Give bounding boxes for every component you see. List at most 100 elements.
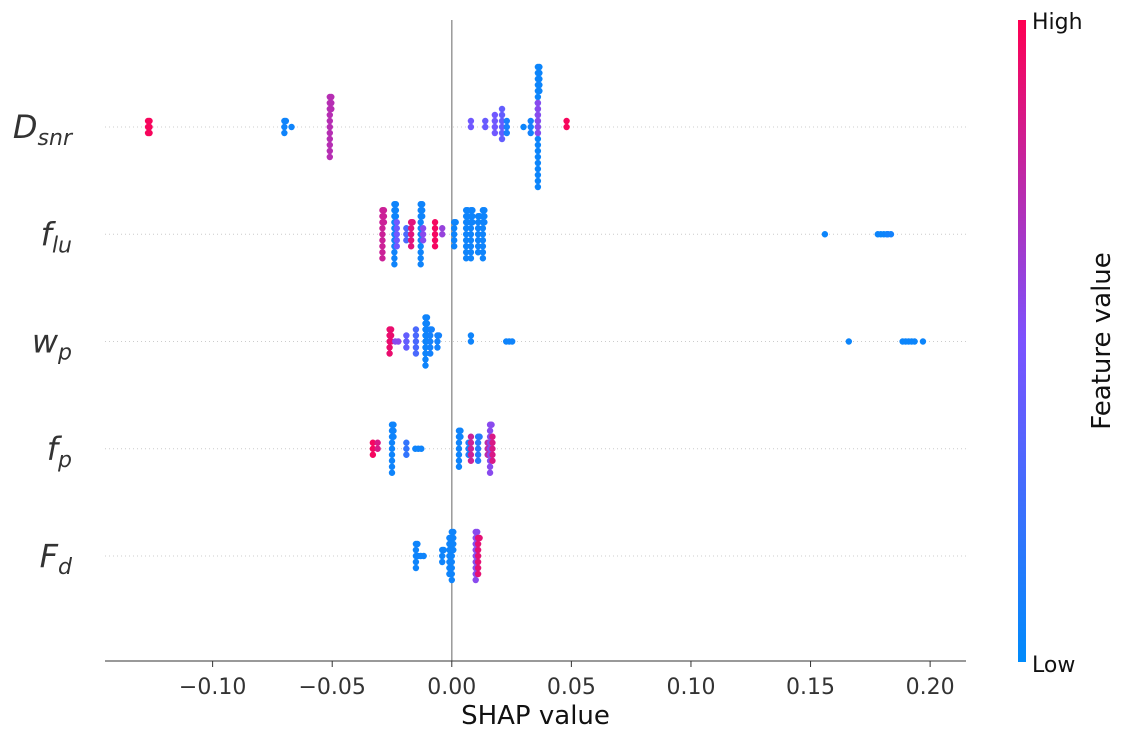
feature-points-D_snr [144, 63, 570, 191]
shap-point [393, 237, 400, 244]
shap-point [388, 445, 396, 452]
shap-point [448, 576, 455, 584]
shap-point [482, 117, 489, 125]
shap-point [534, 129, 542, 137]
shap-point [387, 326, 395, 333]
shap-point [462, 255, 470, 262]
shap-point [439, 225, 446, 232]
shap-point [422, 344, 429, 351]
shap-point [412, 332, 420, 339]
shap-point [326, 141, 334, 149]
shap-point [479, 225, 487, 232]
shap-points [144, 63, 927, 584]
shap-point [486, 463, 494, 470]
shap-point [450, 540, 457, 548]
shap-point [409, 219, 416, 226]
shap-point [491, 129, 499, 137]
shap-point [326, 135, 334, 143]
shap-point [481, 207, 488, 214]
x-tick-label: 0.00 [427, 675, 476, 700]
shap-point [403, 237, 410, 244]
feature-label-subscript: p [57, 341, 72, 366]
shap-point [407, 231, 415, 238]
shap-point [821, 231, 829, 238]
shap-point [467, 332, 475, 339]
shap-point [536, 69, 543, 77]
shap-point [479, 237, 487, 244]
shap-point [474, 451, 482, 458]
shap-point [412, 326, 420, 333]
feature-label-base: F [40, 537, 59, 575]
shap-point [435, 332, 443, 339]
shap-point [534, 93, 542, 101]
shap-point [328, 105, 335, 113]
shap-point [534, 147, 542, 155]
shap-point [467, 457, 475, 464]
shap-point [427, 332, 434, 339]
shap-point [388, 451, 396, 458]
shap-point [491, 111, 499, 119]
shap-point [328, 99, 335, 107]
shap-point [467, 123, 475, 131]
shap-point [474, 439, 482, 446]
shap-point [536, 81, 543, 89]
shap-point [450, 225, 458, 232]
shap-point [482, 123, 489, 131]
shap-point [479, 231, 487, 238]
shap-point [281, 123, 288, 131]
shap-point [474, 225, 482, 232]
shap-point [450, 528, 457, 536]
shap-point [488, 421, 495, 428]
feature-label-subscript: snr [38, 126, 74, 151]
shap-point [379, 249, 386, 256]
shap-point [412, 546, 420, 554]
shap-point [474, 237, 482, 244]
shap-point [474, 558, 482, 566]
shap-point [328, 93, 335, 101]
shap-point [417, 243, 424, 250]
shap-point [414, 540, 421, 548]
shap-point [392, 207, 400, 214]
shap-point [498, 123, 506, 131]
feature-label-F_d: Fd [40, 537, 73, 580]
shap-point [448, 564, 455, 572]
shap-point [474, 243, 482, 250]
shap-point [527, 129, 534, 137]
shap-point [455, 439, 463, 446]
shap-point [462, 243, 470, 250]
shap-point [379, 243, 386, 250]
shap-point [457, 427, 464, 434]
shap-point [498, 117, 506, 125]
shap-point [439, 558, 446, 566]
shap-point [423, 314, 431, 321]
shap-point [534, 123, 542, 131]
shap-point [534, 153, 542, 161]
shap-point [462, 237, 470, 244]
shap-point [412, 558, 420, 566]
shap-point [403, 225, 410, 232]
shap-point [534, 177, 542, 185]
shap-point [536, 75, 543, 83]
shap-point [419, 213, 426, 220]
shap-point [326, 111, 334, 119]
shap-point [527, 123, 534, 131]
shap-point [395, 338, 402, 345]
shap-point [534, 105, 542, 113]
shap-point [462, 231, 470, 238]
feature-points-w_p [386, 314, 927, 369]
feature-label-subscript: d [58, 555, 73, 580]
shap-point [457, 433, 464, 440]
shap-point [282, 117, 290, 125]
shap-point [393, 225, 400, 232]
shap-point [380, 207, 388, 214]
shap-point [427, 338, 434, 345]
shap-point [417, 219, 424, 226]
feature-points-f_p [369, 421, 496, 476]
shap-point [911, 338, 918, 345]
shap-point [419, 201, 426, 208]
shap-point [919, 338, 927, 345]
shap-point [467, 225, 475, 232]
shap-point [380, 213, 388, 220]
shap-point [146, 129, 153, 137]
shap-point [403, 231, 410, 238]
